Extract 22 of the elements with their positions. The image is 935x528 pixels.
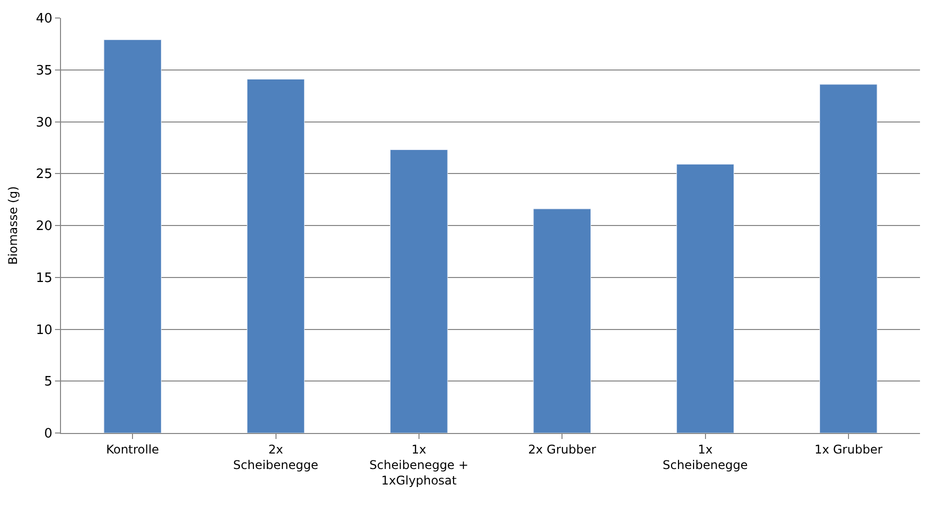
- x-tick-label: 1x Scheibenegge: [662, 442, 748, 472]
- bar: [104, 40, 162, 433]
- y-axis-title: Biomasse (g): [6, 186, 20, 265]
- x-tick-label: 1x Scheibenegge + 1xGlyphosat: [369, 442, 468, 488]
- x-tick-label: 2x Scheibenegge: [233, 442, 318, 472]
- y-tick-label: 35: [36, 63, 52, 78]
- y-tick-label: 0: [44, 426, 52, 442]
- y-tick-label: 15: [36, 270, 52, 286]
- y-tick-label: 20: [36, 219, 52, 234]
- bar: [820, 84, 878, 433]
- bar: [390, 150, 448, 433]
- y-tick-label: 10: [36, 322, 52, 338]
- y-tick-label: 5: [44, 374, 52, 390]
- x-tick-label: 1x Grubber: [814, 442, 882, 456]
- x-tick-label: Kontrolle: [106, 442, 160, 456]
- x-tick-label: 2x Grubber: [528, 442, 596, 456]
- bar: [246, 78, 305, 433]
- y-tick-label: 25: [36, 167, 52, 182]
- y-tick-label: 40: [36, 12, 52, 27]
- y-tick-label: 30: [36, 115, 52, 130]
- bar: [676, 164, 734, 433]
- bar: [533, 208, 591, 433]
